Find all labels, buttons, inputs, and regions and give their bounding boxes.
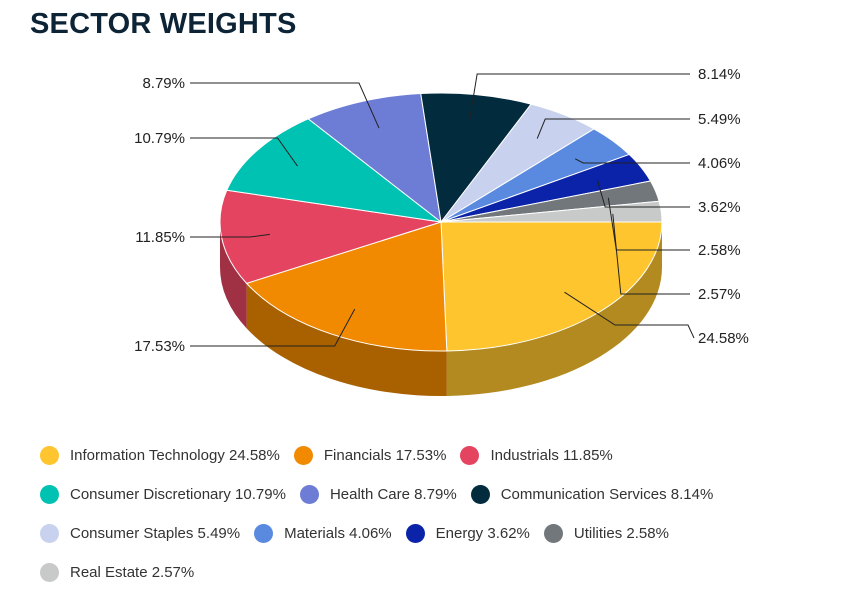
data-label: 10.79% [134, 130, 185, 147]
pie-slice [245, 221, 448, 352]
slice-side [446, 222, 662, 396]
legend-swatch [40, 523, 59, 543]
data-label: 11.85% [135, 229, 185, 246]
slice-side [246, 283, 447, 396]
legend-swatch [543, 523, 563, 543]
legend-item[interactable]: Consumer Discretionary 10.79% [40, 483, 286, 505]
legend-label: Materials 4.06% [284, 524, 392, 542]
legend-label: Industrials 11.85% [490, 446, 613, 464]
legend-item[interactable]: Utilities 2.58% [543, 522, 669, 544]
legend-row: Consumer Discretionary 10.79% Health Care… [40, 483, 840, 505]
leader-line [468, 73, 690, 123]
data-label: 2.58% [698, 242, 741, 259]
chart-title: SECTOR WEIGHTS [30, 8, 297, 40]
legend-swatch [40, 445, 59, 465]
pie-slice [440, 221, 663, 352]
legend-swatch [293, 445, 313, 465]
leader-line [596, 179, 690, 208]
legend-item[interactable]: Consumer Staples 5.49% [40, 522, 240, 544]
data-label: 2.57% [698, 286, 741, 303]
leader-line [564, 291, 695, 339]
legend-label: Consumer Staples 5.49% [70, 524, 241, 542]
leader-line [574, 158, 690, 164]
data-label: 3.62% [698, 199, 741, 216]
pie-slice [219, 189, 442, 284]
slice-side [220, 222, 247, 329]
legend-label: Consumer Discretionary 10.79% [70, 485, 286, 503]
legend-swatch [40, 484, 59, 504]
pie-slice [440, 200, 663, 223]
data-label: 5.49% [698, 111, 741, 128]
pie-chart: 24.58% 17.53% 11.85% 10.79% 8.79% 8.14% 5.49% 4… [134, 66, 749, 396]
leader-line [190, 233, 270, 238]
legend-swatch [40, 562, 59, 582]
legend: Information Technology 24.58% Financials … [40, 444, 840, 583]
legend-row: Information Technology 24.58% Financials … [40, 444, 840, 466]
leader-line [190, 82, 380, 129]
data-label: 17.53% [134, 338, 185, 355]
leader-line [190, 137, 298, 167]
legend-swatch [254, 523, 274, 543]
legend-item[interactable]: Information Technology 24.58% [40, 444, 280, 466]
legend-swatch [470, 484, 490, 504]
data-label: 24.58% [698, 330, 749, 347]
legend-item[interactable]: Materials 4.06% [254, 522, 392, 544]
leader-line [612, 213, 690, 295]
legend-label: Health Care 8.79% [329, 485, 457, 503]
data-label: 8.79% [142, 75, 185, 92]
legend-item[interactable]: Energy 3.62% [405, 522, 530, 544]
pie-slice [226, 118, 443, 223]
legend-item[interactable]: Communication Services 8.14% [470, 483, 714, 505]
legend-row: Real Estate 2.57% [40, 561, 840, 583]
legend-row: Consumer Staples 5.49% Materials 4.06% Ene… [40, 522, 840, 544]
pie-slice [307, 93, 442, 224]
data-label: 4.06% [698, 155, 741, 172]
legend-label: Information Technology 24.58% [70, 446, 280, 464]
data-label: 8.14% [698, 66, 741, 83]
leader-line [190, 308, 356, 347]
legend-label: Real Estate 2.57% [70, 563, 195, 581]
legend-item[interactable]: Financials 17.53% [293, 444, 447, 466]
legend-label: Energy 3.62% [435, 524, 530, 542]
legend-swatch [299, 484, 319, 504]
leader-line [536, 118, 690, 139]
legend-label: Utilities 2.58% [573, 524, 669, 542]
legend-item[interactable]: Industrials 11.85% [460, 444, 613, 466]
pie-slice [420, 92, 532, 224]
legend-item[interactable]: Health Care 8.79% [299, 483, 457, 505]
legend-item[interactable]: Real Estate 2.57% [40, 561, 194, 583]
legend-swatch [405, 523, 425, 543]
legend-label: Financials 17.53% [323, 446, 447, 464]
legend-label: Communication Services 8.14% [500, 485, 714, 503]
legend-swatch [460, 445, 480, 465]
